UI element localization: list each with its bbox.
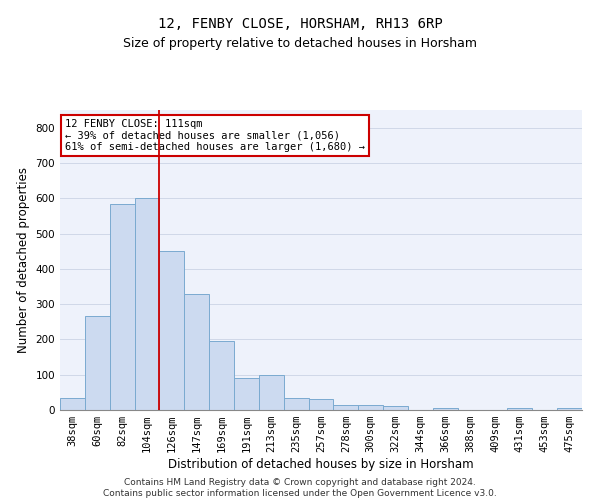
Bar bbox=[284, 398, 308, 410]
Bar bbox=[557, 408, 582, 410]
Bar bbox=[433, 408, 458, 410]
Bar bbox=[508, 408, 532, 410]
Bar bbox=[209, 341, 234, 410]
Bar bbox=[308, 400, 334, 410]
Bar bbox=[259, 374, 284, 410]
Text: 12, FENBY CLOSE, HORSHAM, RH13 6RP: 12, FENBY CLOSE, HORSHAM, RH13 6RP bbox=[158, 18, 442, 32]
Bar bbox=[383, 406, 408, 410]
Bar bbox=[184, 294, 209, 410]
Bar bbox=[110, 204, 134, 410]
Bar bbox=[134, 198, 160, 410]
Bar bbox=[85, 316, 110, 410]
Y-axis label: Number of detached properties: Number of detached properties bbox=[17, 167, 30, 353]
Bar bbox=[358, 404, 383, 410]
Text: 12 FENBY CLOSE: 111sqm
← 39% of detached houses are smaller (1,056)
61% of semi-: 12 FENBY CLOSE: 111sqm ← 39% of detached… bbox=[65, 119, 365, 152]
Bar bbox=[60, 398, 85, 410]
Bar bbox=[334, 404, 358, 410]
Bar bbox=[234, 378, 259, 410]
Text: Contains HM Land Registry data © Crown copyright and database right 2024.
Contai: Contains HM Land Registry data © Crown c… bbox=[103, 478, 497, 498]
Text: Size of property relative to detached houses in Horsham: Size of property relative to detached ho… bbox=[123, 38, 477, 51]
Bar bbox=[160, 251, 184, 410]
X-axis label: Distribution of detached houses by size in Horsham: Distribution of detached houses by size … bbox=[168, 458, 474, 471]
